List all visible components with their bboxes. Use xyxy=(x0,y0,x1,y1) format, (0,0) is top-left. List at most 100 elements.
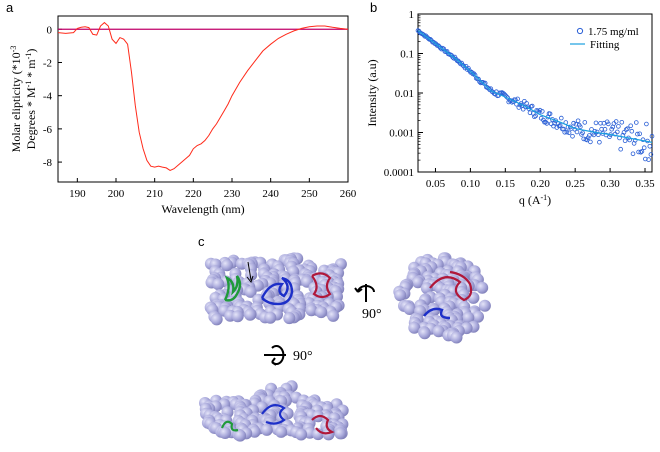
saxs-data-point xyxy=(423,33,429,39)
saxs-data-point xyxy=(520,106,526,112)
saxs-x-tick-label: 0.20 xyxy=(531,178,551,190)
saxs-data-point xyxy=(597,139,602,145)
rotation-label-right: 90° xyxy=(362,307,382,322)
saxs-data-point xyxy=(480,80,486,85)
saxs-data-point xyxy=(557,123,563,128)
red-domain-ribbon xyxy=(311,272,332,299)
bead-sphere xyxy=(394,289,407,302)
saxs-data-point xyxy=(628,123,633,129)
saxs-data-point xyxy=(640,137,646,143)
saxs-data-point xyxy=(574,129,580,135)
saxs-x-axis-label: q (A-1) xyxy=(519,193,551,207)
bead-sphere xyxy=(231,310,244,323)
saxs-x-tick-label: 0.30 xyxy=(600,178,620,190)
bead-sphere xyxy=(305,304,318,317)
saxs-x-tick-label: 0.35 xyxy=(635,178,655,190)
bead-sphere xyxy=(476,281,489,294)
cd-x-tick-label: 240 xyxy=(262,188,279,200)
saxs-data-point xyxy=(527,110,533,116)
saxs-data-point xyxy=(630,151,636,157)
saxs-data-point xyxy=(476,76,481,82)
saxs-y-tick-label: 0.01 xyxy=(395,88,414,100)
saxs-data-point xyxy=(566,130,572,136)
saxs-data-point xyxy=(547,111,553,117)
cd-x-tick-label: 210 xyxy=(146,188,163,200)
bead-sphere xyxy=(432,325,445,338)
saxs-data-point xyxy=(639,149,645,154)
bead-sphere xyxy=(408,321,421,334)
red-domain-ribbon-side xyxy=(429,270,473,302)
saxs-data-point xyxy=(459,60,465,66)
saxs-x-tick-label: 0.10 xyxy=(461,178,481,190)
bead-sphere xyxy=(234,429,247,442)
cd-x-tick-label: 190 xyxy=(69,188,86,200)
bead-sphere xyxy=(327,309,340,322)
saxs-data-point xyxy=(539,109,545,114)
saxs-data-point xyxy=(592,129,598,134)
bead-sphere xyxy=(244,285,257,298)
saxs-data-point xyxy=(637,131,642,137)
saxs-x-ticks: 0.05 0.10 0.15 0.20 0.25 0.30 0.35 xyxy=(426,168,655,190)
saxs-data-point xyxy=(613,119,619,124)
saxs-data-point xyxy=(564,129,570,135)
cd-plot-frame xyxy=(57,15,349,183)
saxs-data-point xyxy=(580,130,585,136)
bead-sphere xyxy=(283,312,296,325)
bead-sphere xyxy=(264,311,277,324)
saxs-data-point xyxy=(584,137,590,143)
saxs-data-point xyxy=(605,121,611,127)
saxs-data-point xyxy=(593,120,599,126)
saxs-data-point xyxy=(427,36,433,42)
saxs-data-point xyxy=(529,103,535,109)
saxs-data-point xyxy=(575,118,581,124)
saxs-data-point xyxy=(577,124,583,130)
saxs-data-point xyxy=(544,121,550,126)
bead-sphere xyxy=(462,311,475,324)
bead-sphere xyxy=(331,290,343,303)
saxs-data-point xyxy=(586,133,592,138)
saxs-data-point xyxy=(647,144,653,149)
saxs-data-point xyxy=(558,115,564,121)
green-domain-ribbon-bottom xyxy=(220,420,239,432)
saxs-data-point xyxy=(618,146,623,152)
arrow-head-icon xyxy=(246,275,254,284)
legend-marker-data xyxy=(576,27,584,35)
legend-label-data: 1.75 mg/ml xyxy=(588,26,639,38)
saxs-data-point xyxy=(648,152,654,157)
blue-domain-ribbon-side xyxy=(423,307,451,320)
saxs-data-point xyxy=(602,126,608,132)
cd-x-axis-label: Wavelength (nm) xyxy=(161,202,244,216)
cd-y-tick-label: 0 xyxy=(47,24,53,36)
saxs-data-point xyxy=(516,105,522,110)
bead-sphere xyxy=(334,427,347,440)
saxs-x-tick-label: 0.25 xyxy=(566,178,586,190)
bead-sphere xyxy=(212,278,225,291)
saxs-data-point xyxy=(614,129,620,135)
bead-sphere xyxy=(315,306,328,319)
saxs-data-point xyxy=(621,130,627,135)
saxs-data-point xyxy=(636,149,641,155)
saxs-data-point xyxy=(616,124,621,129)
saxs-data-point xyxy=(515,96,520,102)
saxs-data-point xyxy=(570,134,575,139)
cd-x-ticks: 190 200 210 220 230 240 250 260 xyxy=(69,178,357,200)
saxs-data-point xyxy=(632,138,638,143)
cd-y-tick-label: -4 xyxy=(43,91,53,103)
saxs-chart: 1 0.1 0.01 0.001 0.0001 0.05 0.10 0.15 0.20 0.25… xyxy=(365,9,655,207)
saxs-data-point xyxy=(635,131,640,137)
saxs-data-point xyxy=(425,35,431,41)
saxs-data-point xyxy=(450,54,456,60)
rotation-x-icon xyxy=(264,345,286,366)
rotation-label-down: 90° xyxy=(293,349,313,364)
bead-model-bottom xyxy=(199,380,349,442)
saxs-y-tick-label: 0.1 xyxy=(400,49,414,61)
saxs-data-point xyxy=(625,126,630,131)
cd-y-axis-label-line2: Degrees * M-1 * m-1) xyxy=(24,49,38,150)
cd-x-tick-label: 230 xyxy=(224,188,241,200)
cd-y-ticks: 0 -2 -4 -6 -8 xyxy=(43,24,62,169)
bead-model-front xyxy=(204,252,347,326)
saxs-data-point xyxy=(623,127,629,132)
bead-sphere xyxy=(472,310,484,323)
saxs-data-point xyxy=(646,157,651,162)
saxs-data-point xyxy=(633,120,639,125)
